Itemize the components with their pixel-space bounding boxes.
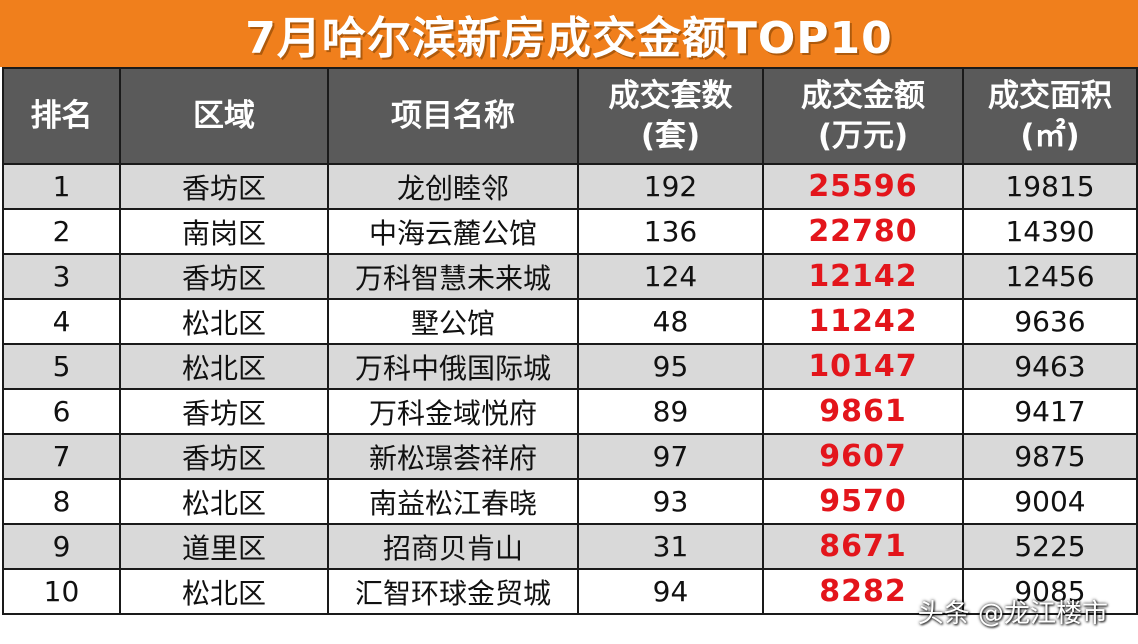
top10-table: 排名 区域 项目名称 成交套数 (套) 成交金额 (万元) 成交面积 (㎡): [2, 67, 1138, 615]
cell-project: 汇智环球金贸城: [327, 568, 579, 615]
cell-project: 墅公馆: [327, 298, 579, 345]
cell-amount: 12142: [762, 253, 964, 300]
cell-rank: 9: [2, 523, 121, 570]
cell-units: 89: [577, 388, 764, 435]
header-rank: 排名: [2, 67, 121, 165]
cell-rank: 2: [2, 208, 121, 255]
cell-project: 南益松江春晓: [327, 478, 579, 525]
cell-units: 124: [577, 253, 764, 300]
header-units: 成交套数 (套): [577, 67, 764, 165]
cell-amount: 9607: [762, 433, 964, 480]
table-row: 5 松北区 万科中俄国际城 95 10147 9463: [2, 343, 1138, 390]
cell-district: 道里区: [119, 523, 329, 570]
cell-area: 9004: [962, 478, 1138, 525]
header-district: 区域: [119, 67, 329, 165]
cell-units: 136: [577, 208, 764, 255]
header-area-label: 成交面积: [988, 78, 1112, 114]
cell-district: 南岗区: [119, 208, 329, 255]
header-amount-unit: (万元): [817, 118, 909, 154]
table-row: 4 松北区 墅公馆 48 11242 9636: [2, 298, 1138, 345]
title-bar: 7月哈尔滨新房成交金额TOP10: [0, 0, 1138, 67]
cell-project: 新松璟荟祥府: [327, 433, 579, 480]
cell-project: 招商贝肯山: [327, 523, 579, 570]
cell-units: 95: [577, 343, 764, 390]
cell-project: 万科金域悦府: [327, 388, 579, 435]
cell-amount: 9861: [762, 388, 964, 435]
cell-district: 香坊区: [119, 433, 329, 480]
chart-title: 7月哈尔滨新房成交金额TOP10: [245, 12, 893, 64]
cell-rank: 10: [2, 568, 121, 615]
cell-district: 松北区: [119, 343, 329, 390]
cell-rank: 4: [2, 298, 121, 345]
cell-amount: 11242: [762, 298, 964, 345]
header-units-label: 成交套数: [608, 78, 733, 114]
cell-rank: 8: [2, 478, 121, 525]
cell-district: 松北区: [119, 478, 329, 525]
cell-area: 5225: [962, 523, 1138, 570]
header-area: 成交面积 (㎡): [962, 67, 1138, 165]
cell-rank: 3: [2, 253, 121, 300]
cell-amount: 8282: [762, 568, 964, 615]
cell-district: 香坊区: [119, 388, 329, 435]
cell-units: 192: [577, 163, 764, 210]
cell-area: 12456: [962, 253, 1138, 300]
cell-area: 14390: [962, 208, 1138, 255]
cell-area: 19815: [962, 163, 1138, 210]
cell-area: 9085: [962, 568, 1138, 615]
source-watermark: 头条 @龙江楼市: [917, 599, 1108, 629]
cell-area: 9636: [962, 298, 1138, 345]
table-row: 3 香坊区 万科智慧未来城 124 12142 12456: [2, 253, 1138, 300]
header-row: 排名 区域 项目名称 成交套数 (套) 成交金额 (万元) 成交面积 (㎡): [2, 67, 1138, 165]
cell-area: 9463: [962, 343, 1138, 390]
cell-units: 48: [577, 298, 764, 345]
cell-units: 97: [577, 433, 764, 480]
cell-area: 9875: [962, 433, 1138, 480]
cell-rank: 6: [2, 388, 121, 435]
cell-district: 松北区: [119, 568, 329, 615]
cell-project: 万科智慧未来城: [327, 253, 579, 300]
cell-district: 松北区: [119, 298, 329, 345]
cell-rank: 5: [2, 343, 121, 390]
cell-units: 94: [577, 568, 764, 615]
header-units-unit: (套): [640, 118, 701, 154]
cell-units: 31: [577, 523, 764, 570]
cell-project: 中海云麓公馆: [327, 208, 579, 255]
cell-project: 龙创睦邻: [327, 163, 579, 210]
header-rank-label: 排名: [30, 98, 93, 134]
table-row: 6 香坊区 万科金域悦府 89 9861 9417: [2, 388, 1138, 435]
cell-amount: 22780: [762, 208, 964, 255]
header-area-unit: (㎡): [1020, 118, 1080, 154]
table-row: 8 松北区 南益松江春晓 93 9570 9004: [2, 478, 1138, 525]
cell-project: 万科中俄国际城: [327, 343, 579, 390]
table-row: 2 南岗区 中海云麓公馆 136 22780 14390: [2, 208, 1138, 255]
cell-rank: 7: [2, 433, 121, 480]
cell-rank: 1: [2, 163, 121, 210]
cell-amount: 9570: [762, 478, 964, 525]
table-row: 10 松北区 汇智环球金贸城 94 8282 9085: [2, 568, 1138, 615]
header-project: 项目名称: [327, 67, 579, 165]
cell-amount: 10147: [762, 343, 964, 390]
table-row: 7 香坊区 新松璟荟祥府 97 9607 9875: [2, 433, 1138, 480]
header-district-label: 区域: [193, 98, 255, 134]
cell-area: 9417: [962, 388, 1138, 435]
cell-district: 香坊区: [119, 163, 329, 210]
table-row: 9 道里区 招商贝肯山 31 8671 5225: [2, 523, 1138, 570]
cell-amount: 25596: [762, 163, 964, 210]
header-project-label: 项目名称: [391, 98, 515, 134]
cell-amount: 8671: [762, 523, 964, 570]
header-amount-label: 成交金额: [801, 78, 925, 114]
header-amount: 成交金额 (万元): [762, 67, 964, 165]
cell-district: 香坊区: [119, 253, 329, 300]
table-row: 1 香坊区 龙创睦邻 192 25596 19815: [2, 163, 1138, 210]
cell-units: 93: [577, 478, 764, 525]
